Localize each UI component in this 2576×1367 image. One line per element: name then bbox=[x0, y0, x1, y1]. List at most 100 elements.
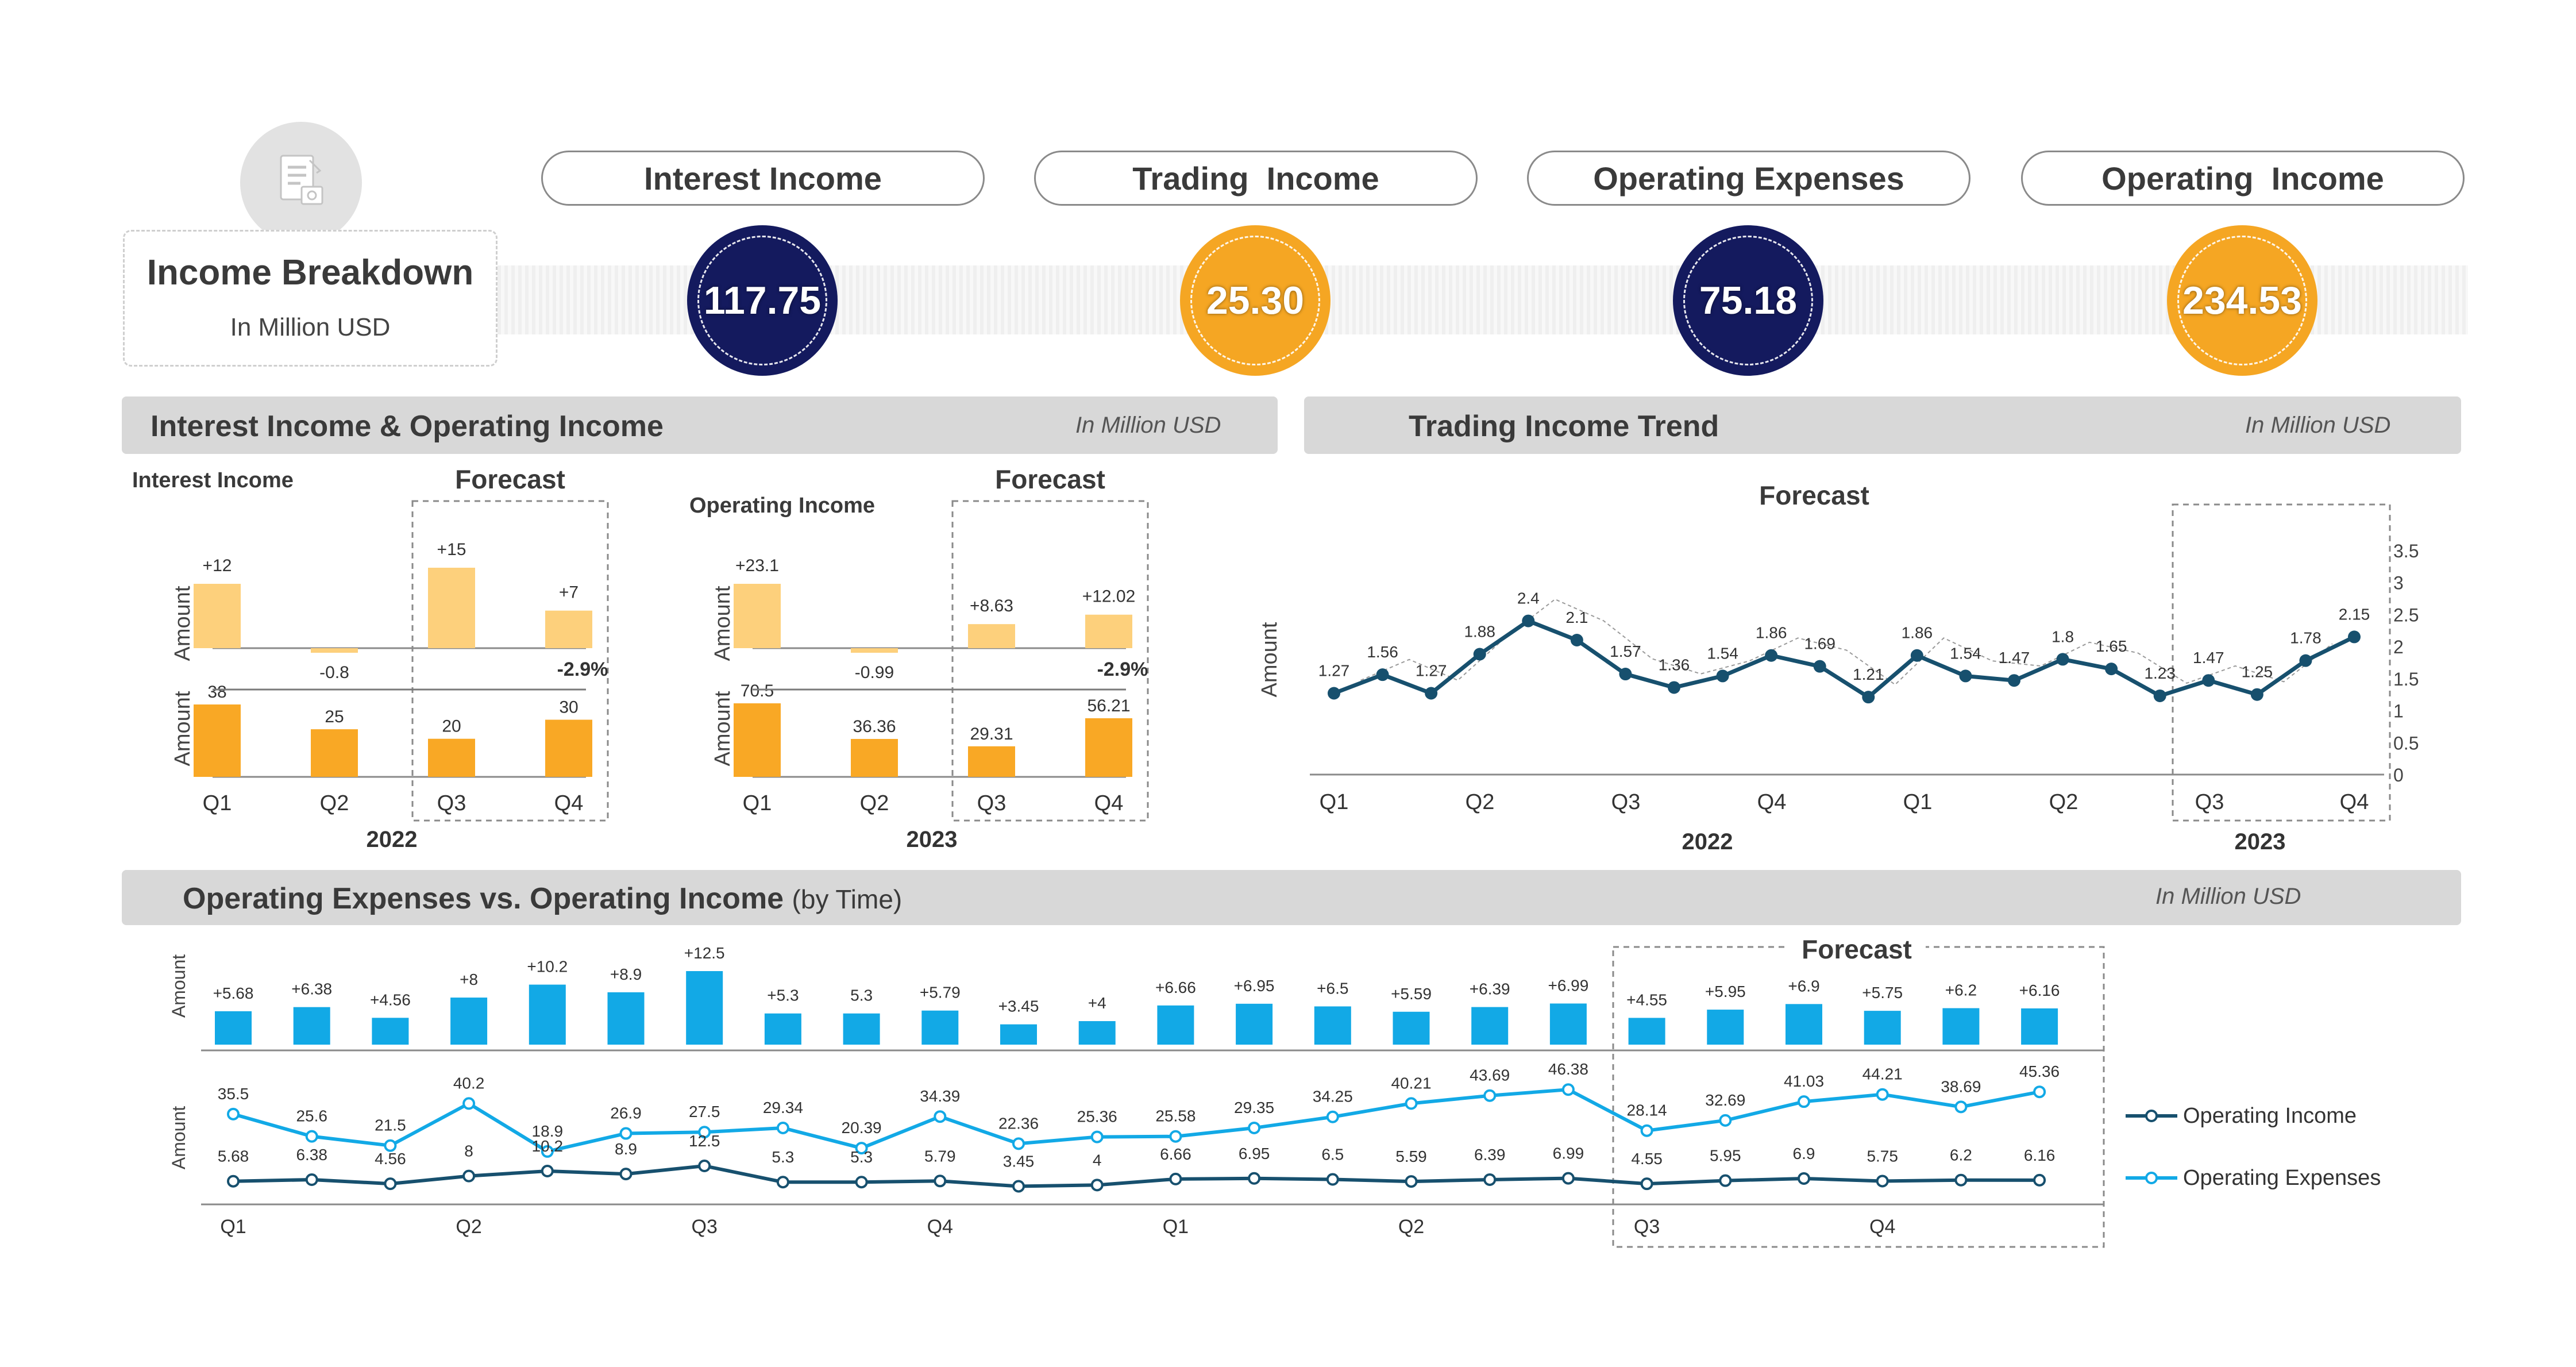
change-label: +5.95 bbox=[1705, 983, 1746, 1000]
change-label: -0.8 bbox=[319, 663, 349, 682]
change-bar bbox=[529, 984, 566, 1045]
change-label: +6.16 bbox=[2019, 981, 2060, 999]
kpi-label-operating-expenses: Operating Expenses bbox=[1527, 151, 1970, 206]
opincome-point bbox=[1090, 1179, 1104, 1192]
opex-data-label: 40.21 bbox=[1391, 1074, 1431, 1092]
change-bar bbox=[293, 1007, 330, 1045]
opex-point bbox=[855, 1142, 868, 1155]
change-bar bbox=[843, 1013, 880, 1045]
opex-point bbox=[227, 1107, 240, 1120]
change-bar bbox=[1085, 614, 1132, 648]
opincome-data-label: 5.59 bbox=[1395, 1147, 1427, 1165]
change-label: +4 bbox=[1088, 994, 1106, 1012]
change-bar bbox=[1236, 1003, 1273, 1045]
trend-data-label: 1.69 bbox=[1804, 635, 1835, 653]
change-bar bbox=[1628, 1018, 1665, 1045]
opex-point bbox=[305, 1130, 318, 1143]
x-tick-label: Q1 bbox=[220, 1216, 246, 1238]
change-bar bbox=[545, 610, 592, 648]
opex-point bbox=[1169, 1130, 1182, 1143]
y-axis-label-bottom: Amount bbox=[171, 691, 195, 766]
trend-data-label: 1.47 bbox=[1999, 649, 2030, 667]
change-bar bbox=[1786, 1004, 1822, 1045]
opincome-data-label: 5.68 bbox=[218, 1147, 249, 1165]
opex-data-label: 22.36 bbox=[998, 1114, 1039, 1132]
kpi-value-text: 25.30 bbox=[1190, 236, 1320, 365]
opex-point bbox=[1248, 1121, 1261, 1134]
opincome-data-label: 5.79 bbox=[924, 1147, 956, 1165]
change-label: +8 bbox=[460, 971, 478, 988]
change-bar bbox=[686, 971, 723, 1045]
forecast-box bbox=[2172, 503, 2391, 822]
kpi-label-trading-income: Trading Income bbox=[1034, 151, 1478, 206]
trend-point bbox=[2299, 654, 2312, 667]
trend-data-label: 1.27 bbox=[1318, 661, 1350, 679]
opex-data-label: 25.58 bbox=[1155, 1107, 1196, 1125]
change-label: +6.38 bbox=[291, 980, 332, 998]
opincome-data-label: 6.38 bbox=[296, 1146, 327, 1164]
trend-point bbox=[1813, 660, 1826, 673]
value-bar bbox=[968, 746, 1015, 777]
change-bar bbox=[1471, 1007, 1509, 1045]
x-tick-label: Q3 bbox=[977, 791, 1007, 815]
change-bar bbox=[1707, 1010, 1744, 1045]
header-card: Income Breakdown In Million USD bbox=[123, 230, 498, 367]
trend-data-label: 1.88 bbox=[1464, 623, 1495, 641]
opincome-data-label: 6.9 bbox=[1793, 1145, 1815, 1162]
opex-data-label: 18.9 bbox=[532, 1122, 564, 1140]
change-bar bbox=[2021, 1008, 2058, 1045]
opincome-data-label: 10.2 bbox=[532, 1137, 564, 1155]
opincome-point bbox=[934, 1175, 947, 1188]
panel-label: Interest Income bbox=[132, 468, 294, 492]
opex-data-label: 34.25 bbox=[1313, 1088, 1353, 1106]
opincome-point bbox=[227, 1175, 240, 1188]
x-tick-label: Q2 bbox=[1466, 790, 1495, 814]
opincome-point bbox=[698, 1160, 711, 1172]
trend-point bbox=[1570, 634, 1583, 646]
opincome-data-label: 4.55 bbox=[1631, 1150, 1663, 1168]
opex-point bbox=[1561, 1083, 1575, 1096]
change-bar bbox=[1314, 1006, 1351, 1045]
y-tick-label: 2 bbox=[2393, 637, 2404, 657]
trend-point bbox=[2056, 653, 2069, 666]
legend-label-opex: Operating Expenses bbox=[2183, 1166, 2381, 1190]
y-tick-label: 0 bbox=[2393, 765, 2404, 785]
x-tick-label: Q3 bbox=[1611, 790, 1641, 814]
forecast-label: Forecast bbox=[995, 464, 1105, 494]
change-bar bbox=[215, 1011, 252, 1045]
opincome-point bbox=[1876, 1175, 1889, 1188]
change-label: +6.5 bbox=[1317, 979, 1348, 997]
change-bar bbox=[1549, 1003, 1587, 1045]
x-tick-label: Q1 bbox=[1320, 790, 1349, 814]
trend-point bbox=[1376, 668, 1389, 681]
change-bar bbox=[968, 624, 1015, 648]
year-label: 2023 bbox=[2235, 829, 2286, 854]
opex-data-label: 27.5 bbox=[689, 1103, 720, 1120]
opex-point bbox=[1876, 1088, 1889, 1101]
opex-data-label: 45.36 bbox=[2019, 1062, 2060, 1080]
legend-marker-opincome bbox=[2145, 1110, 2158, 1122]
opex-point bbox=[1719, 1114, 1732, 1127]
change-bar bbox=[764, 1013, 801, 1045]
page-title: Income Breakdown bbox=[146, 253, 474, 292]
opincome-data-label: 6.95 bbox=[1239, 1145, 1270, 1162]
opincome-point bbox=[305, 1173, 318, 1186]
trend-point bbox=[1862, 691, 1875, 704]
trend-point bbox=[2153, 689, 2166, 702]
opincome-data-label: 3.45 bbox=[1003, 1152, 1035, 1170]
opincome-point bbox=[462, 1169, 476, 1183]
value-bar bbox=[194, 704, 241, 777]
opincome-data-label: 5.95 bbox=[1710, 1147, 1741, 1165]
value-label: 56.21 bbox=[1087, 696, 1130, 715]
trend-data-label: 2.1 bbox=[1565, 609, 1588, 626]
change-label: +4.55 bbox=[1626, 991, 1667, 1008]
opex-point bbox=[776, 1121, 789, 1134]
x-tick-label: Q4 bbox=[1757, 790, 1787, 814]
x-tick-label: Q1 bbox=[743, 791, 772, 815]
opex-data-label: 38.69 bbox=[1941, 1077, 1981, 1095]
opincome-data-label: 6.2 bbox=[1950, 1146, 1972, 1164]
forecast-label: Forecast bbox=[1802, 934, 1912, 964]
forecast-box bbox=[411, 500, 609, 822]
x-tick-label: Q4 bbox=[2340, 790, 2369, 814]
